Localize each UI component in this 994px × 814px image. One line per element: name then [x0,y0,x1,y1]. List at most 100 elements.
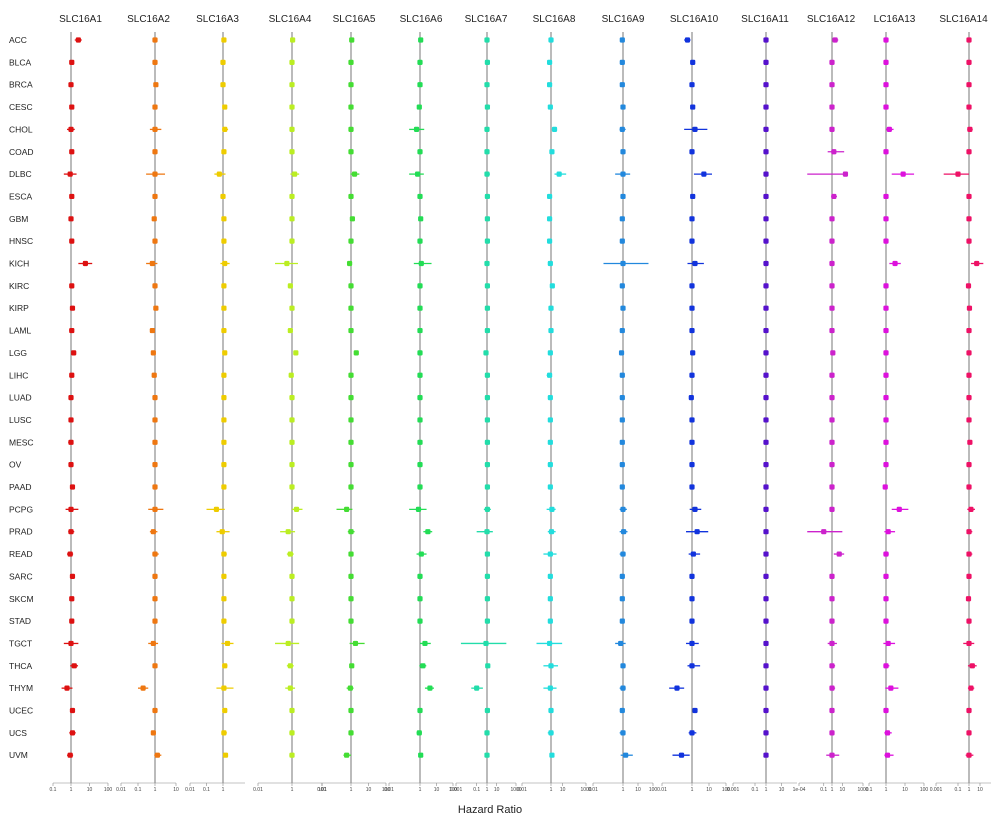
hr-point [965,596,972,602]
hr-point [619,573,625,579]
hr-point [883,350,889,356]
hr-point [829,596,835,602]
panel-title: SLC16A12 [807,14,856,25]
hr-point [620,305,626,311]
hr-point [348,327,354,334]
hr-point [484,327,491,334]
cancer-label: PCPG [9,504,33,514]
hr-point [548,730,554,736]
hr-point [974,260,980,267]
hr-point [69,573,76,579]
hr-point [348,596,354,602]
hr-point [348,573,354,579]
hr-point [883,238,889,244]
hr-point [829,439,835,445]
hr-point [829,126,835,132]
hr-point [152,149,158,155]
hr-point [623,752,629,758]
hr-point [417,417,423,423]
hr-point [620,149,626,155]
hr-point [690,193,696,200]
hr-point [883,462,889,468]
x-tick-label: 0.1 [135,787,142,793]
x-tick-label: 10 [635,787,641,793]
hr-point [548,663,554,669]
hr-point [220,193,226,200]
hr-point [619,82,625,88]
hr-point [484,82,490,88]
hr-point [68,640,74,647]
hr-point [829,395,835,401]
hr-point [417,596,423,602]
hr-point [418,260,424,267]
hr-point [832,37,838,43]
x-tick-label: 1 [765,787,768,793]
hr-point [829,417,835,423]
hr-point [966,529,972,535]
hr-point [284,260,290,267]
hr-point [886,126,892,132]
hr-point [484,260,490,267]
hr-point [763,707,769,714]
hr-point [67,752,73,758]
x-tick-label: 0.01 [588,787,598,793]
hr-point [82,260,88,267]
hr-point [619,372,625,378]
hr-point [965,283,972,289]
x-tick-label: 100 [104,787,113,793]
hr-point [547,417,553,423]
hr-point [349,663,355,669]
hr-point [417,149,423,155]
cancer-label: GBM [9,214,28,224]
cancer-label: UVM [9,750,28,760]
hr-point [968,685,974,691]
hr-point [484,551,491,557]
hr-point [966,640,972,647]
x-tick-label: 100 [382,787,391,793]
x-tick-label: 1 [831,787,834,793]
cancer-label: PRAD [9,527,33,537]
hr-point [763,149,769,155]
hr-point [67,551,73,557]
hr-point [348,126,354,132]
hr-point [348,82,354,88]
hr-point [688,395,694,401]
hr-point [289,59,295,65]
hr-point [966,730,972,736]
cancer-label: CESC [9,102,33,112]
x-tick-label: 0.1 [820,787,827,793]
hr-point [152,707,158,714]
hr-point [417,350,423,356]
hr-point [220,59,226,65]
hr-point [221,238,227,244]
hr-point [883,596,889,602]
hr-point [546,193,553,200]
hr-point [485,663,491,669]
hr-point [484,305,491,311]
hr-point [289,439,295,445]
hr-point [763,82,769,88]
hr-point [348,462,354,468]
hr-point [689,640,695,647]
hr-point [221,149,227,155]
x-tick-label: 1 [222,787,225,793]
x-tick-label: 10 [706,787,712,793]
hr-point [221,484,227,490]
hr-point [152,506,158,512]
hr-point [289,216,295,222]
hr-point [417,484,423,490]
hr-point [484,618,491,624]
hr-point [221,618,227,624]
hr-point [484,193,491,200]
x-tick-label: 100 [318,787,327,793]
hr-point [966,327,972,334]
x-tick-label: 1 [154,787,157,793]
hr-point [966,752,972,758]
hr-point [348,395,354,401]
hr-point [289,707,295,714]
hr-point [348,305,354,311]
hr-point [154,752,160,758]
hr-point [548,327,554,334]
hr-point [692,506,698,512]
